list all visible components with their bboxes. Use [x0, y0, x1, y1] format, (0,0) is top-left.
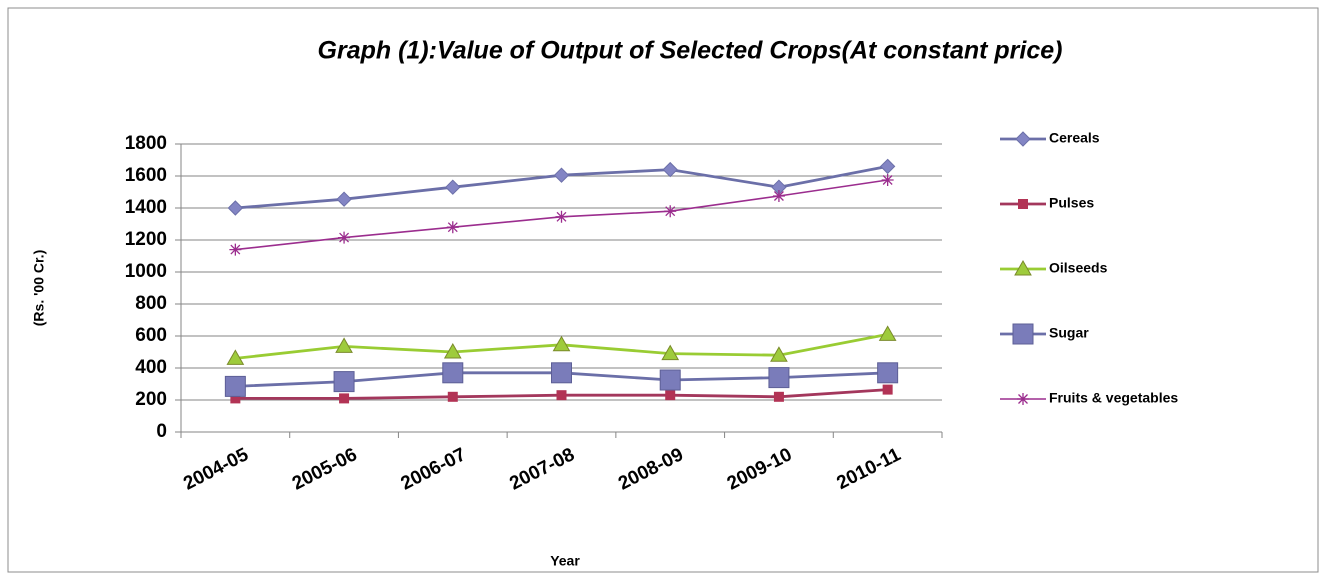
marker	[443, 342, 462, 359]
legend-label: Cereals	[1049, 130, 1100, 146]
marker	[1018, 199, 1028, 209]
y-tick-label: 200	[135, 389, 167, 410]
y-tick-label: 1200	[125, 229, 167, 250]
chart-border	[7, 7, 1319, 573]
marker	[659, 369, 681, 391]
marker	[882, 384, 893, 395]
marker	[553, 167, 570, 183]
marker	[664, 205, 677, 218]
marker	[230, 393, 241, 404]
marker	[226, 349, 245, 365]
x-axis-label: Year	[550, 553, 580, 569]
y-tick-label: 1800	[125, 133, 167, 154]
marker	[227, 200, 244, 216]
legend-label: Pulses	[1049, 195, 1094, 211]
marker	[224, 375, 246, 397]
y-tick-label: 800	[135, 293, 167, 314]
marker	[1017, 393, 1029, 405]
legend-label: Sugar	[1049, 325, 1089, 341]
marker	[335, 337, 353, 353]
marker	[447, 391, 458, 402]
marker	[445, 179, 461, 195]
marker	[552, 335, 571, 352]
marker	[881, 174, 894, 186]
marker	[879, 158, 896, 175]
marker	[339, 393, 350, 404]
y-tick-label: 1600	[125, 165, 167, 186]
marker	[556, 390, 567, 401]
marker	[773, 391, 784, 402]
marker	[1012, 323, 1034, 345]
y-tick-label: 0	[156, 421, 167, 442]
marker	[770, 346, 788, 362]
legend-label: Fruits & vegetables	[1049, 390, 1178, 406]
chart-title: Graph (1):Value of Output of Selected Cr…	[318, 37, 1063, 65]
marker	[877, 362, 899, 384]
y-tick-label: 600	[135, 325, 167, 346]
marker	[555, 210, 568, 223]
y-tick-label: 1400	[125, 197, 167, 218]
marker	[772, 190, 785, 202]
marker	[1015, 131, 1031, 147]
marker	[336, 191, 352, 207]
marker	[333, 371, 355, 393]
y-tick-label: 1000	[125, 261, 167, 282]
y-tick-label: 400	[135, 357, 167, 378]
legend-label: Oilseeds	[1049, 260, 1108, 276]
marker	[442, 362, 464, 384]
marker	[338, 231, 351, 244]
marker	[661, 344, 680, 361]
marker	[446, 221, 459, 234]
marker	[768, 367, 790, 389]
marker	[551, 362, 572, 384]
marker	[662, 161, 678, 178]
y-axis-label: (Rs. '00 Cr.)	[31, 250, 47, 326]
marker	[878, 325, 897, 341]
marker	[1014, 259, 1032, 276]
marker	[665, 390, 676, 401]
marker	[229, 243, 242, 256]
